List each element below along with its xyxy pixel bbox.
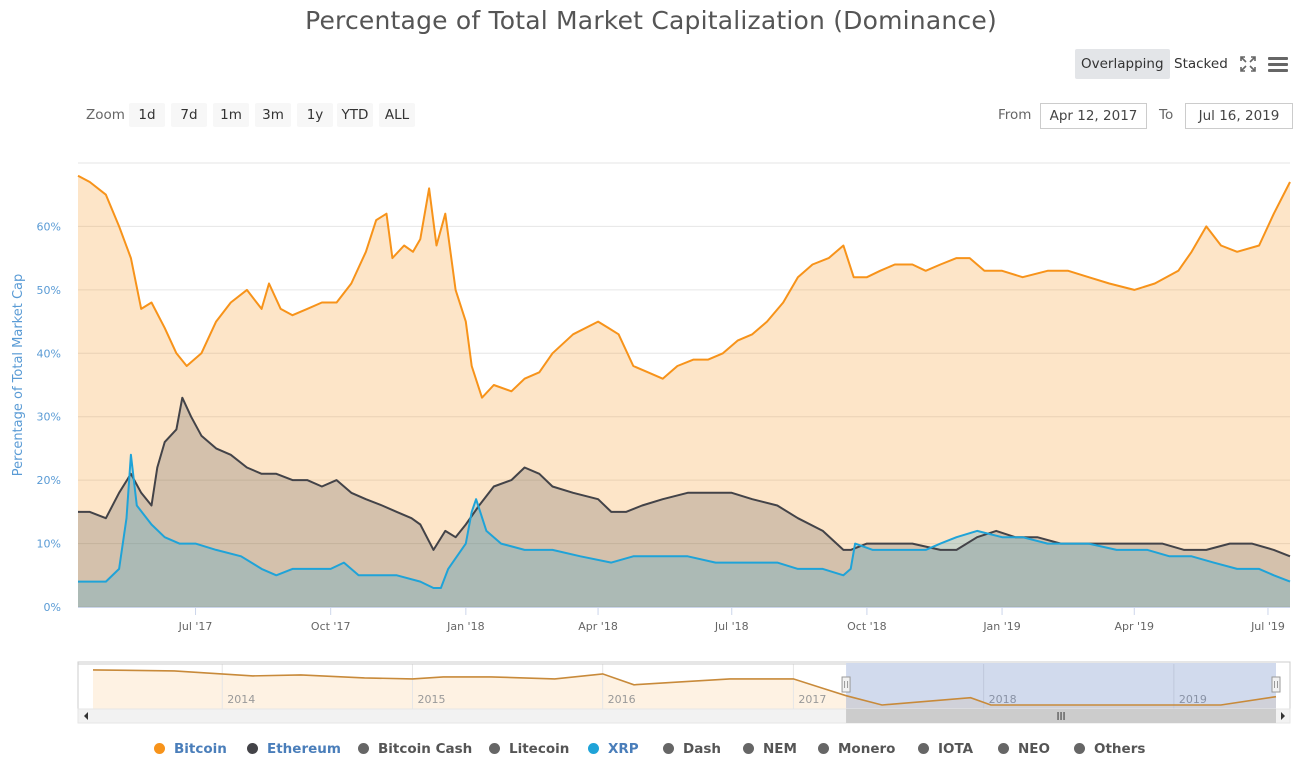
x-tick-label: Jul '19 (1250, 620, 1285, 633)
navigator-handle-left[interactable] (841, 676, 851, 693)
y-tick-label: 40% (37, 347, 61, 360)
x-tick-label: Apr '18 (578, 620, 618, 633)
legend-label: NEO (1018, 741, 1050, 757)
legend-marker-icon (588, 743, 599, 754)
navigator-label: 2014 (227, 693, 255, 706)
y-tick-label: 60% (37, 220, 61, 233)
y-tick-label: 0% (44, 601, 61, 614)
legend-item-bitcoin[interactable]: Bitcoin (154, 741, 227, 757)
x-tick-label: Jan '18 (446, 620, 484, 633)
legend-item-nem[interactable]: NEM (743, 741, 797, 757)
x-tick-label: Oct '18 (847, 620, 887, 633)
legend-item-bitcoin-cash[interactable]: Bitcoin Cash (358, 741, 472, 757)
series-line-bitcoin (77, 174, 1291, 399)
legend-label: NEM (763, 741, 797, 757)
legend-marker-icon (663, 743, 674, 754)
x-tick-label: Jul '18 (714, 620, 749, 633)
navigator-selection (846, 663, 1276, 709)
from-date-input[interactable]: Apr 12, 2017 (1040, 103, 1147, 129)
scrollbar-thumb[interactable] (846, 709, 1276, 723)
x-tick-label: Oct '17 (311, 620, 351, 633)
x-tick-label: Jul '17 (178, 620, 213, 633)
zoom-label: Zoom (86, 107, 125, 123)
zoom-all-button[interactable]: ALL (379, 103, 415, 127)
legend-item-xrp[interactable]: XRP (588, 741, 639, 757)
y-tick-label: 20% (37, 474, 61, 487)
handle-body (841, 676, 851, 693)
legend-label: XRP (608, 741, 639, 757)
series-line-xrp (78, 453, 1291, 589)
legend-item-ethereum[interactable]: Ethereum (247, 741, 341, 757)
legend-item-others[interactable]: Others (1074, 741, 1145, 757)
chart-title: Percentage of Total Market Capitalizatio… (305, 6, 997, 35)
navigator-handle-right[interactable] (1271, 676, 1281, 693)
legend-label: Ethereum (267, 741, 341, 757)
y-tick-label: 10% (37, 538, 61, 551)
zoom-1m-button[interactable]: 1m (213, 103, 249, 127)
legend-label: Litecoin (509, 741, 570, 757)
series-area-bitcoin (78, 175, 1290, 607)
legend-label: Others (1094, 741, 1146, 757)
series-line-ethereum (78, 396, 1291, 558)
legend: Bitcoin Ethereum Bitcoin Cash Litecoin X… (0, 741, 1302, 761)
navigator-label: 2017 (798, 693, 826, 706)
zoom-3m-button[interactable]: 3m (255, 103, 291, 127)
legend-marker-icon (998, 743, 1009, 754)
series-area-xrp (78, 454, 1290, 607)
scroll-right-arrow-icon[interactable] (1281, 712, 1285, 720)
legend-marker-icon (489, 743, 500, 754)
scroll-left-arrow-icon[interactable] (84, 712, 88, 720)
y-axis-title: Percentage of Total Market Cap (11, 274, 26, 477)
hamburger-menu-icon[interactable] (1266, 52, 1290, 76)
x-tick-label: Jan '19 (982, 620, 1020, 633)
to-label: To (1159, 107, 1174, 123)
legend-label: Bitcoin Cash (378, 741, 473, 757)
legend-label: IOTA (938, 741, 974, 757)
handle-body (1271, 676, 1281, 693)
zoom-1d-button[interactable]: 1d (129, 103, 165, 127)
zoom-ytd-button[interactable]: YTD (337, 103, 373, 127)
navigator-label: 2018 (989, 693, 1017, 706)
legend-marker-icon (743, 743, 754, 754)
legend-marker-icon (918, 743, 929, 754)
stacked-button[interactable]: Stacked (1174, 56, 1228, 72)
legend-label: Monero (838, 741, 896, 757)
legend-item-dash[interactable]: Dash (663, 741, 721, 757)
x-tick-label: Apr '19 (1114, 620, 1154, 633)
navigator-label: 2016 (608, 693, 636, 706)
fullscreen-icon[interactable] (1236, 52, 1260, 76)
scrollbar-track (77, 708, 1291, 724)
legend-marker-icon (154, 743, 165, 754)
navigator-area (93, 669, 1276, 709)
y-tick-label: 50% (37, 284, 61, 297)
from-label: From (998, 107, 1032, 123)
navigator-line (92, 669, 1277, 706)
legend-item-iota[interactable]: IOTA (918, 741, 973, 757)
navigator-frame (77, 661, 1291, 710)
legend-label: Dash (683, 741, 721, 757)
legend-item-neo[interactable]: NEO (998, 741, 1050, 757)
legend-marker-icon (1074, 743, 1085, 754)
legend-marker-icon (818, 743, 829, 754)
to-date-input[interactable]: Jul 16, 2019 (1185, 103, 1293, 129)
series-area-ethereum (78, 397, 1290, 607)
zoom-7d-button[interactable]: 7d (171, 103, 207, 127)
legend-label: Bitcoin (174, 741, 227, 757)
overlapping-button[interactable]: Overlapping (1075, 49, 1170, 79)
zoom-1y-button[interactable]: 1y (297, 103, 333, 127)
navigator-label: 2019 (1179, 693, 1207, 706)
legend-marker-icon (358, 743, 369, 754)
navigator-label: 2015 (417, 693, 445, 706)
y-tick-label: 30% (37, 411, 61, 424)
legend-item-monero[interactable]: Monero (818, 741, 895, 757)
legend-marker-icon (247, 743, 258, 754)
legend-item-litecoin[interactable]: Litecoin (489, 741, 569, 757)
